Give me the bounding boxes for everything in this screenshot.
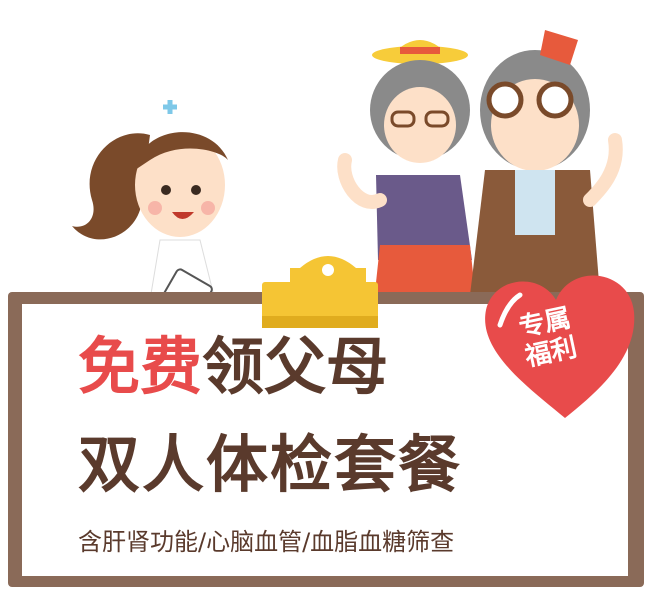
headline-line1: 免费领父母 bbox=[78, 332, 388, 402]
clipboard-clip bbox=[262, 256, 378, 328]
headline-rest: 领父母 bbox=[202, 330, 389, 403]
headline-highlight: 免费 bbox=[78, 330, 203, 403]
heart-badge bbox=[485, 275, 635, 418]
grandmother-figure bbox=[337, 40, 475, 292]
headline-line2: 双人体检套餐 bbox=[78, 428, 463, 501]
subline: 含肝肾功能/心脑血管/血脂血糖筛查 bbox=[78, 528, 455, 556]
grandfather-figure bbox=[470, 30, 623, 295]
